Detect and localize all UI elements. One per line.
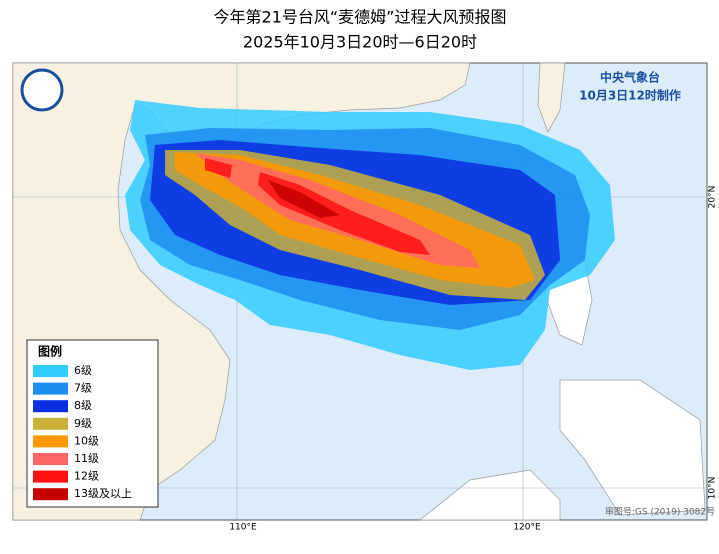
legend: 图例 6级 7级 8级 9级 10级 11级 12级 13级及以上: [26, 339, 159, 508]
issuer-time: 10月3日12时制作: [579, 88, 681, 103]
wind-swath: [205, 158, 232, 178]
legend-swatch: [33, 400, 68, 413]
lat-label: 20°N: [708, 186, 718, 209]
legend-swatch: [33, 365, 68, 377]
legend-label: 13级及以上: [74, 487, 132, 500]
legend-label: 8级: [74, 399, 92, 412]
legend-label: 6级: [74, 364, 92, 377]
legend-title: 图例: [38, 344, 62, 359]
legend-swatch: [33, 417, 68, 430]
subtitle: 2025年10月3日20时—6日20时: [243, 33, 477, 52]
lon-label: 110°E: [229, 523, 257, 533]
legend-swatch: [33, 453, 68, 465]
review-number: 审图号:GS (2019) 3082号: [605, 506, 715, 518]
logo: [20, 68, 64, 112]
islands: [559, 379, 706, 516]
legend-label: 10级: [74, 434, 99, 447]
legend-label: 12级: [74, 470, 99, 483]
lon-label: 120°E: [513, 523, 541, 533]
legend-label: 7级: [74, 382, 92, 395]
legend-swatch: [33, 382, 68, 395]
wind-swath: [268, 180, 340, 218]
legend-label: 9级: [74, 417, 92, 430]
borneo: [419, 469, 561, 521]
legend-swatch: [33, 470, 68, 483]
legend-label: 11级: [74, 452, 99, 465]
legend-swatch: [33, 488, 68, 501]
taiwan: [537, 62, 566, 133]
issuer-name: 中央气象台: [600, 70, 660, 85]
wind-swaths: [125, 100, 615, 370]
lat-label: 10°N: [708, 477, 718, 500]
title: 今年第21号台风“麦德姆”过程大风预报图: [214, 8, 507, 27]
legend-swatch: [33, 435, 68, 448]
